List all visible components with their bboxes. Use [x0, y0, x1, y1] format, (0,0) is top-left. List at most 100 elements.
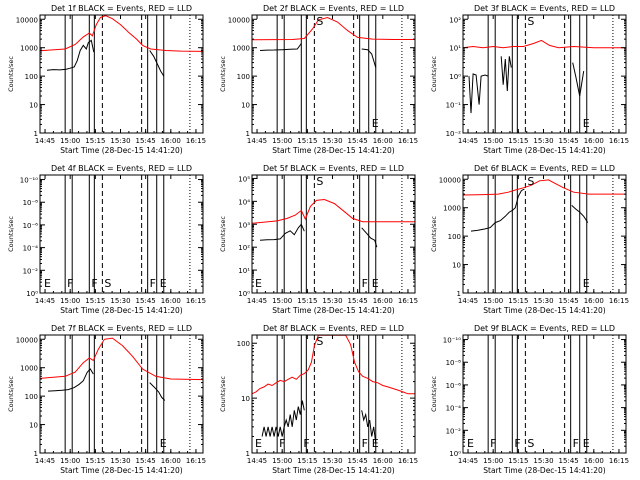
x-tick-label: 15:30 — [533, 297, 553, 305]
x-tick-label: 15:45 — [136, 297, 156, 305]
x-tick-label: 16:00 — [373, 297, 393, 305]
x-axis-label: Start Time (28-Dec-15 14:41:20) — [60, 466, 182, 475]
y-axis-label: Counts/sec — [7, 56, 15, 92]
x-tick-label: 15:00 — [272, 457, 292, 465]
y-tick-label: 10000 — [16, 16, 38, 24]
y-tick-label: 10⁵ — [238, 175, 250, 183]
x-tick-label: 14:45 — [35, 137, 55, 145]
x-tick-label: 14:45 — [458, 457, 478, 465]
x-tick-label: 15:00 — [483, 457, 503, 465]
interval-label: E — [583, 277, 590, 290]
x-tick-label: 16:00 — [373, 137, 393, 145]
y-tick-label: 10⁻⁴ — [446, 405, 462, 413]
x-axis-label: Start Time (28-Dec-15 14:41:20) — [272, 466, 394, 475]
x-tick-label: 16:15 — [609, 297, 629, 305]
x-axis-label: Start Time (28-Dec-15 14:41:20) — [483, 146, 605, 155]
interval-label: S — [316, 175, 323, 188]
y-tick-label: 100 — [237, 340, 250, 348]
y-tick-label: 10 — [241, 102, 250, 110]
x-tick-label: 15:15 — [508, 137, 528, 145]
x-tick-label: 15:15 — [85, 297, 105, 305]
x-tick-label: 16:15 — [186, 297, 206, 305]
plot-frame — [39, 14, 204, 134]
y-tick-label: 10⁻⁴ — [23, 245, 39, 253]
y-tick-label: 10² — [449, 16, 461, 24]
x-tick-label: 14:45 — [247, 297, 267, 305]
y-axis-label: Counts/sec — [219, 376, 227, 412]
events-series-line — [46, 39, 95, 71]
x-tick-label: 15:30 — [110, 457, 130, 465]
x-tick-label: 15:30 — [322, 457, 342, 465]
y-tick-label: 10000 — [16, 336, 38, 344]
x-tick-label: 16:15 — [609, 137, 629, 145]
events-series-line — [571, 205, 589, 223]
lld-series-line — [252, 198, 415, 224]
x-tick-label: 15:30 — [110, 137, 130, 145]
y-tick-label: 1000 — [20, 365, 38, 373]
x-tick-label: 14:45 — [458, 137, 478, 145]
y-tick-label: 1 — [457, 290, 461, 298]
x-tick-label: 15:30 — [533, 137, 553, 145]
x-tick-label: 15:15 — [85, 457, 105, 465]
interval-label: F — [362, 277, 368, 290]
interval-label: S — [316, 15, 323, 28]
y-tick-label: 10⁰ — [449, 73, 461, 81]
x-axis-label: Start Time (28-Dec-15 14:41:20) — [272, 306, 394, 315]
chart-title: Det 7f BLACK = Events, RED = LLD — [51, 324, 192, 333]
chart-panel-3: Det 3f BLACK = Events, RED = LLD S E 14:45 1… — [430, 4, 629, 155]
chart-title: Det 8f BLACK = Events, RED = LLD — [263, 324, 404, 333]
events-series-line — [500, 56, 512, 92]
y-tick-label: 1 — [246, 130, 250, 138]
x-tick-label: 16:15 — [398, 297, 418, 305]
interval-label: S — [527, 175, 534, 188]
x-tick-label: 15:15 — [85, 137, 105, 145]
interval-label: E — [372, 437, 379, 450]
interval-label: F — [279, 437, 285, 450]
y-tick-label: 1000 — [443, 205, 461, 213]
interval-label: S — [316, 335, 323, 348]
y-tick-label: 10 — [29, 102, 38, 110]
plot-frame — [251, 14, 416, 134]
y-tick-label: 10 — [241, 395, 250, 403]
x-tick-label: 15:45 — [136, 457, 156, 465]
events-series-line — [149, 382, 166, 401]
y-tick-label: 10 — [29, 422, 38, 430]
y-axis-label: Counts/sec — [430, 376, 438, 412]
interval-label: S — [104, 277, 111, 290]
y-tick-label: 1000 — [232, 45, 250, 53]
chart-title: Det 3f BLACK = Events, RED = LLD — [474, 4, 615, 13]
x-tick-label: 16:00 — [373, 457, 393, 465]
events-series-line — [470, 188, 525, 232]
events-series-line — [259, 223, 305, 241]
x-tick-label: 14:45 — [247, 457, 267, 465]
x-axis-label: Start Time (28-Dec-15 14:41:20) — [60, 306, 182, 315]
x-tick-label: 15:15 — [508, 457, 528, 465]
y-tick-label: 10¹ — [449, 45, 461, 53]
y-axis-label: Counts/sec — [430, 216, 438, 252]
interval-label: F — [362, 437, 368, 450]
events-series-line — [468, 73, 489, 114]
chart-title: Det 2f BLACK = Events, RED = LLD — [263, 4, 404, 13]
y-tick-label: 10⁻¹⁰ — [20, 177, 38, 185]
interval-label: F — [573, 437, 579, 450]
interval-label: E — [583, 117, 590, 130]
x-tick-label: 16:15 — [398, 457, 418, 465]
x-tick-label: 16:00 — [584, 137, 604, 145]
y-axis-label: Counts/sec — [219, 216, 227, 252]
x-tick-label: 15:00 — [483, 137, 503, 145]
x-tick-label: 15:30 — [322, 297, 342, 305]
x-tick-label: 16:15 — [609, 457, 629, 465]
interval-label: E — [255, 437, 262, 450]
lld-series-line — [252, 335, 415, 395]
x-axis-label: Start Time (28-Dec-15 14:41:20) — [483, 466, 605, 475]
y-tick-label: 100 — [25, 393, 38, 401]
y-tick-label: 10⁻¹ — [446, 102, 462, 110]
x-tick-label: 15:15 — [508, 297, 528, 305]
x-tick-label: 15:15 — [297, 297, 317, 305]
y-tick-label: 100 — [237, 73, 250, 81]
interval-label: S — [527, 15, 534, 28]
